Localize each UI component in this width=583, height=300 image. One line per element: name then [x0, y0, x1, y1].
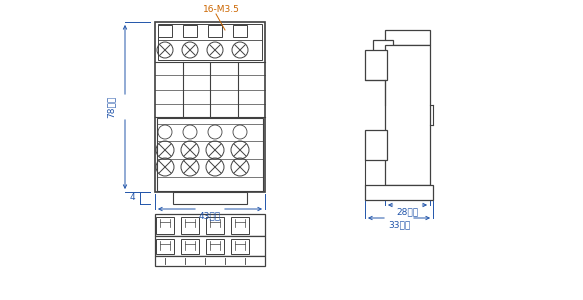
Bar — [365, 130, 387, 160]
Bar — [183, 25, 197, 37]
Bar — [365, 50, 387, 80]
Bar — [233, 25, 247, 37]
Text: 4: 4 — [129, 194, 135, 202]
Text: 43以下: 43以下 — [199, 212, 221, 220]
Bar — [155, 214, 265, 236]
Bar — [365, 185, 433, 200]
Bar — [206, 217, 224, 234]
Text: 33以下: 33以下 — [388, 220, 410, 230]
Bar — [156, 239, 174, 254]
Bar — [156, 217, 174, 234]
Bar — [208, 25, 222, 37]
Bar — [231, 239, 249, 254]
Bar — [155, 22, 265, 192]
Bar — [373, 40, 393, 58]
Bar — [181, 239, 199, 254]
Bar — [158, 24, 262, 60]
Bar — [231, 217, 249, 234]
Bar — [173, 192, 247, 204]
Text: 28以下: 28以下 — [396, 208, 419, 217]
Bar — [206, 239, 224, 254]
Bar — [157, 118, 263, 191]
Bar — [385, 30, 430, 45]
Bar — [155, 236, 265, 256]
Bar — [158, 25, 172, 37]
Text: 16-M3.5: 16-M3.5 — [202, 5, 240, 14]
Text: 78以下: 78以下 — [107, 96, 115, 118]
Bar — [385, 45, 430, 185]
Bar — [155, 256, 265, 266]
Bar — [181, 217, 199, 234]
